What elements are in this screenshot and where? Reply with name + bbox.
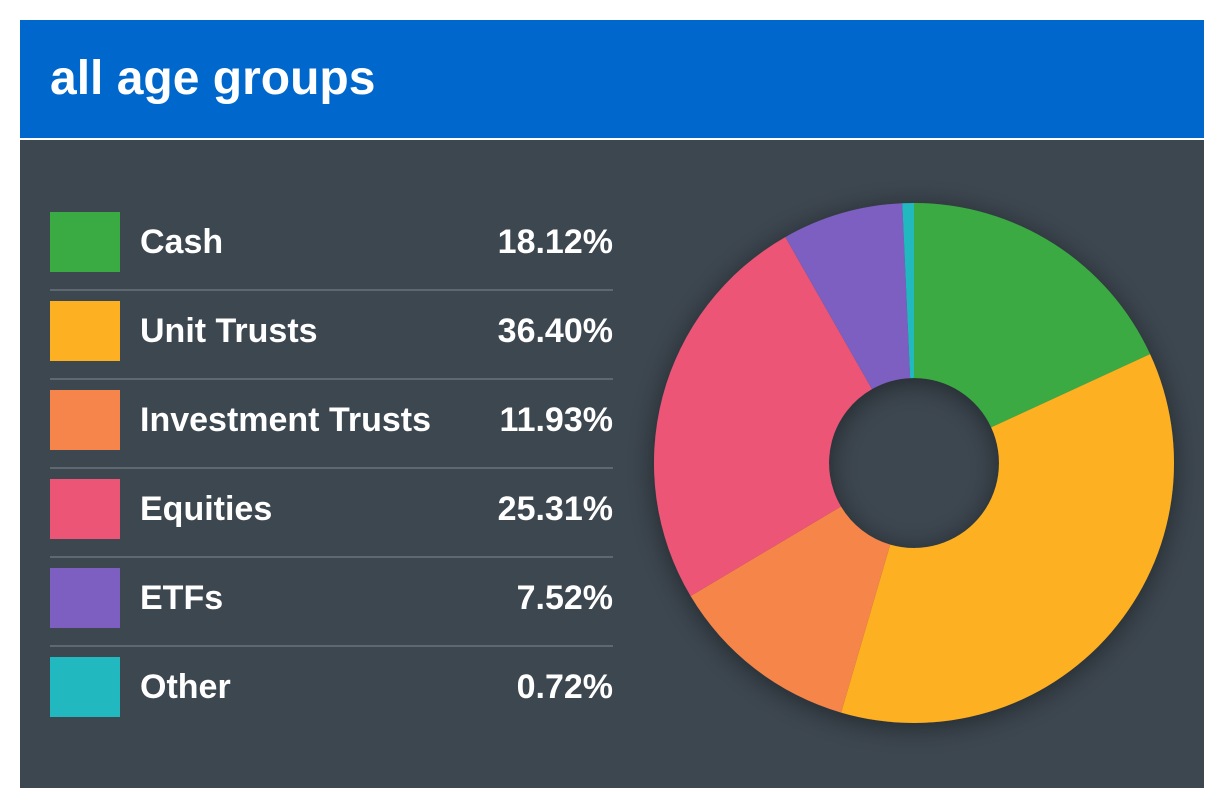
chart-header: all age groups [20,20,1204,138]
legend-value-cash: 18.12% [497,223,613,261]
legend-item-equities: Equities 25.31% [50,469,613,558]
donut-slice-etfs [785,203,911,390]
legend-swatch-other [50,657,120,717]
legend-label-etfs: ETFs [140,579,224,617]
donut-slices [654,203,1174,724]
legend-value-etfs: 7.52% [516,579,613,617]
donut-slice-other [902,203,914,379]
legend-swatch-etfs [50,568,120,628]
legend-value-other: 0.72% [516,668,613,706]
legend-label-equities: Equities [140,490,273,528]
legend-item-investment-trusts: Investment Trusts 11.93% [50,380,613,469]
legend: Cash 18.12% Unit Trusts 36.40% Investmen… [50,202,613,736]
legend-value-equities: 25.31% [497,490,613,528]
legend-label-unit-trusts: Unit Trusts [140,312,318,350]
donut-chart [654,203,1174,724]
donut-slice-cash [914,203,1151,428]
legend-item-other: Other 0.72% [50,647,613,736]
legend-swatch-cash [50,212,120,272]
legend-swatch-equities [50,479,120,539]
page-title: all age groups [50,52,376,105]
chart-panel: Cash 18.12% Unit Trusts 36.40% Investmen… [20,140,1204,788]
legend-item-etfs: ETFs 7.52% [50,558,613,647]
legend-label-investment-trusts: Investment Trusts [140,401,431,439]
legend-swatch-investment-trusts [50,390,120,450]
legend-swatch-unit-trusts [50,301,120,361]
donut-slice-equities [654,237,872,597]
legend-item-unit-trusts: Unit Trusts 36.40% [50,291,613,380]
donut-slice-unit-trusts [841,354,1174,724]
legend-item-cash: Cash 18.12% [50,202,613,291]
donut-slice-investment-trusts [690,506,891,713]
legend-value-unit-trusts: 36.40% [497,312,613,350]
legend-label-cash: Cash [140,223,224,261]
legend-label-other: Other [140,668,231,706]
legend-value-investment-trusts: 11.93% [499,401,613,439]
